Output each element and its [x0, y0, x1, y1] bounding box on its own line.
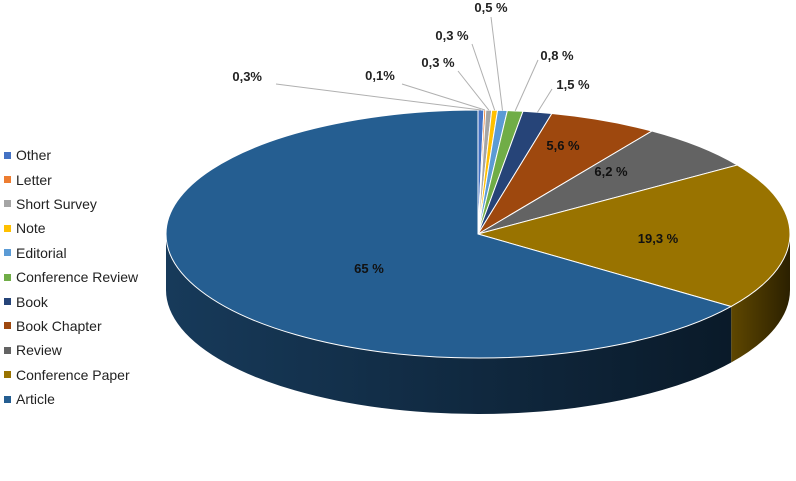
data-label-article: 65 %	[354, 261, 384, 276]
legend-label-book: Book	[16, 293, 48, 310]
legend-item-book: Book	[4, 289, 138, 313]
legend-swatch-conference-review	[4, 273, 11, 281]
legend-item-review: Review	[4, 338, 138, 362]
leader-line-other	[275, 83, 482, 111]
legend-label-review: Review	[16, 342, 62, 359]
legend-swatch-other	[4, 151, 11, 159]
leader-line-conference-review	[514, 59, 539, 112]
legend-item-other: Other	[4, 143, 138, 167]
leader-line-book	[537, 88, 553, 113]
leader-line-editorial	[490, 16, 503, 111]
data-label-book-chapter: 5,6 %	[546, 138, 580, 153]
data-label-book: 1,5 %	[556, 77, 590, 92]
pie-side-conference-paper	[731, 234, 790, 363]
legend-label-other: Other	[16, 147, 52, 164]
leader-line-short-survey	[457, 70, 490, 111]
pie-tops	[165, 109, 791, 359]
legend-swatch-review	[4, 346, 11, 354]
pie-sides	[166, 234, 790, 414]
legend-item-conference-review: Conference Review	[4, 265, 138, 289]
legend-swatch-article	[4, 395, 11, 403]
data-label-letter: 0,1%	[365, 68, 395, 83]
data-label-review: 6,2 %	[594, 164, 628, 179]
pie-side-article	[166, 234, 732, 414]
legend-swatch-editorial	[4, 249, 11, 257]
legend-label-conference-paper: Conference Paper	[16, 366, 130, 383]
pie-leader-lines	[275, 16, 553, 113]
legend-label-letter: Letter	[16, 171, 52, 188]
legend-item-article: Article	[4, 387, 138, 411]
legend-item-book-chapter: Book Chapter	[4, 314, 138, 338]
legend-swatch-conference-paper	[4, 371, 11, 379]
legend-swatch-book-chapter	[4, 322, 11, 330]
legend-item-editorial: Editorial	[4, 241, 138, 265]
data-label-conference-review: 0,8 %	[540, 48, 574, 63]
legend-label-article: Article	[16, 391, 55, 408]
chart-legend: Other Letter Short Survey Note Editorial Conf…	[4, 143, 138, 411]
legend-swatch-letter	[4, 176, 11, 184]
pie-slice-conference-paper	[476, 164, 791, 308]
legend-item-short-survey: Short Survey	[4, 192, 138, 216]
legend-swatch-note	[4, 224, 11, 232]
legend-label-short-survey: Short Survey	[16, 195, 97, 212]
data-label-other: 0,3%	[232, 69, 262, 84]
legend-item-conference-paper: Conference Paper	[4, 363, 138, 387]
legend-item-letter: Letter	[4, 167, 138, 191]
data-label-note: 0,3 %	[435, 28, 469, 43]
legend-item-note: Note	[4, 216, 138, 240]
data-label-short-survey: 0,3 %	[421, 55, 455, 70]
pie-data-labels: 0,3% 0,1% 0,3 % 0,3 % 0,5 % 0,8 % 1,5 % 5,6 % 6,…	[232, 0, 678, 276]
legend-swatch-short-survey	[4, 200, 11, 208]
legend-swatch-book	[4, 298, 11, 306]
legend-label-conference-review: Conference Review	[16, 269, 139, 286]
data-label-editorial: 0,5 %	[474, 0, 508, 15]
data-label-conference-paper: 19,3 %	[638, 231, 679, 246]
legend-label-note: Note	[16, 220, 46, 237]
leader-line-note	[471, 43, 496, 111]
pie-slice-article	[165, 109, 733, 359]
leader-line-letter	[401, 83, 486, 111]
pie-slice-review	[477, 130, 739, 235]
legend-label-book-chapter: Book Chapter	[16, 317, 102, 334]
legend-label-editorial: Editorial	[16, 244, 67, 261]
